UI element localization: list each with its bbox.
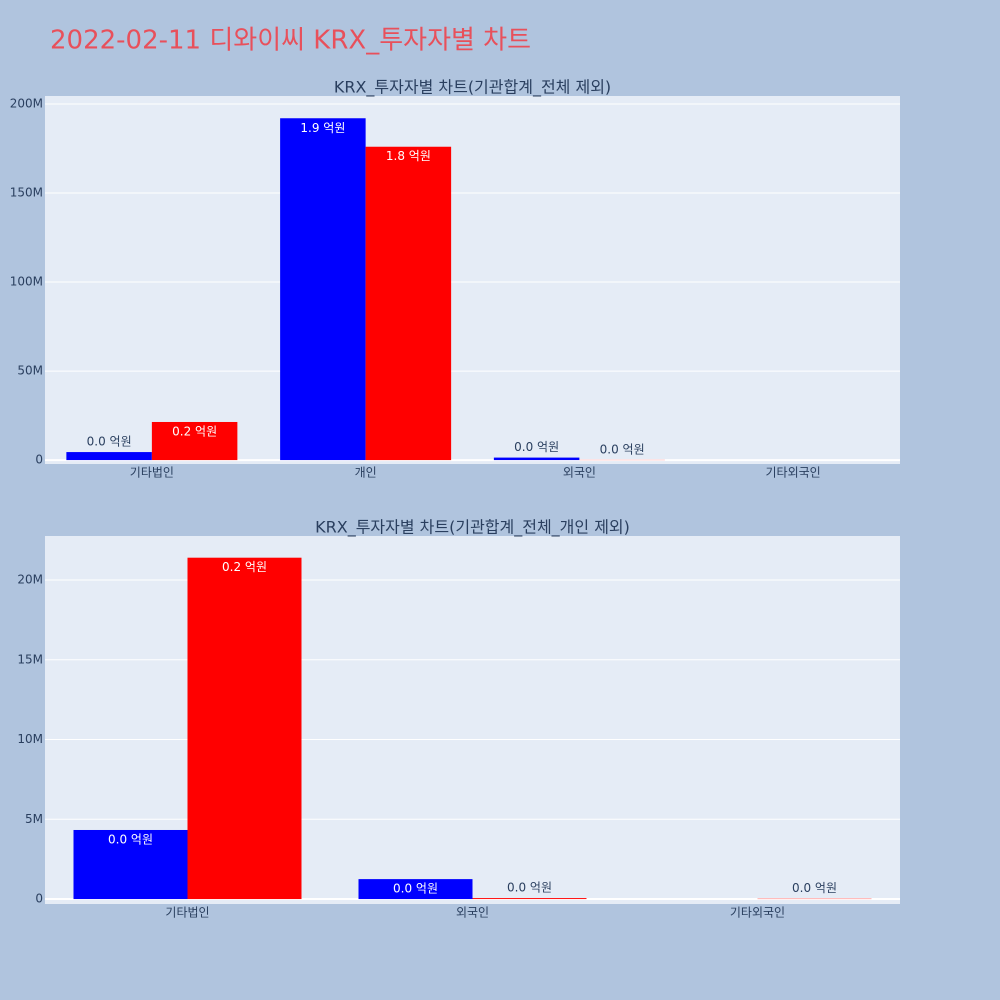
data-label: 0.0 억원 <box>87 435 132 449</box>
y-tick-label: 50M <box>17 364 43 378</box>
y-tick-label: 0 <box>35 892 43 906</box>
bar <box>493 457 580 461</box>
data-label: 0.0 억원 <box>600 442 645 456</box>
plot-area <box>45 96 900 464</box>
y-tick-label: 0 <box>35 453 43 467</box>
page-title: 2022-02-11 디와이씨 KRX_투자자별 차트 <box>50 26 531 56</box>
bar <box>358 879 473 900</box>
y-tick-label: 10M <box>17 732 43 746</box>
data-label: 1.8 억원 <box>386 149 431 163</box>
data-label: 0.0 억원 <box>108 832 153 846</box>
data-label: 0.0 억원 <box>393 882 438 896</box>
chart-title: KRX_투자자별 차트(기관합계_전체_개인 제외) <box>315 518 630 538</box>
x-tick-label: 기타법인 <box>165 906 209 920</box>
data-label: 0.2 억원 <box>222 560 267 574</box>
data-label: 0.0 억원 <box>792 881 837 895</box>
data-label: 0.0 억원 <box>507 881 552 895</box>
y-tick-label: 15M <box>17 652 43 666</box>
data-label: 0.0 억원 <box>514 440 559 454</box>
bar <box>73 829 188 900</box>
x-tick-label: 기타외국인 <box>766 466 821 480</box>
bar <box>151 421 238 461</box>
bar <box>280 118 366 461</box>
x-tick-label: 개인 <box>355 466 377 480</box>
x-tick-label: 외국인 <box>563 466 596 480</box>
y-tick-label: 150M <box>10 186 43 200</box>
y-tick-label: 200M <box>10 97 43 111</box>
bar <box>472 898 587 900</box>
y-tick-label: 5M <box>25 812 43 826</box>
bar <box>187 557 302 900</box>
data-label: 0.2 억원 <box>172 424 217 438</box>
bar <box>365 146 452 461</box>
data-label: 1.9 억원 <box>300 121 345 135</box>
y-tick-label: 100M <box>10 275 43 289</box>
x-tick-label: 기타법인 <box>130 466 174 480</box>
x-tick-label: 기타외국인 <box>730 906 785 920</box>
x-tick-label: 외국인 <box>456 906 489 920</box>
bar <box>66 452 152 461</box>
y-tick-label: 20M <box>17 573 43 587</box>
chart-title: KRX_투자자별 차트(기관합계_전체 제외) <box>334 78 611 98</box>
